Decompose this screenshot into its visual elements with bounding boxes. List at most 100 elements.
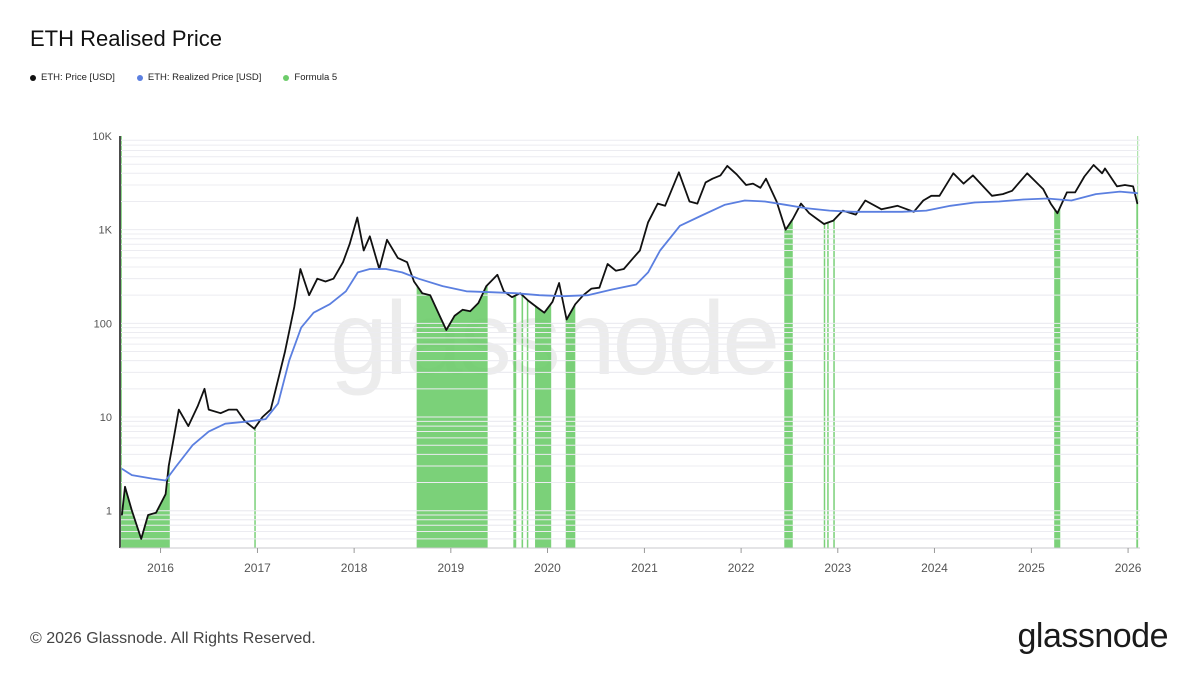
price-point-40 — [429, 294, 431, 296]
realized-price-point-26 — [562, 295, 564, 297]
realized-price-point-4 — [175, 465, 178, 467]
price-point-74 — [711, 178, 714, 180]
legend-label-formula-5: Formula 5 — [294, 72, 338, 83]
formula-5-bar-4 — [521, 136, 524, 548]
realized-price-point-44 — [949, 205, 951, 207]
price-point-73 — [705, 181, 707, 183]
price-point-42 — [445, 329, 447, 331]
legend-label-price: ETH: Price [USD] — [41, 72, 115, 83]
price-point-69 — [664, 205, 666, 207]
price-point-20 — [270, 409, 272, 411]
realized-price-point-21 — [442, 285, 444, 287]
price-point-22 — [284, 350, 286, 353]
realized-price-point-41 — [877, 211, 879, 213]
highlight-mask — [120, 136, 1140, 539]
price-point-2 — [131, 510, 133, 512]
realized-price-point-22 — [465, 290, 468, 292]
price-point-86 — [808, 212, 810, 214]
price-point-78 — [745, 184, 747, 186]
realized-price-point-38 — [804, 207, 807, 209]
realized-price-point-32 — [679, 225, 681, 227]
price-point-56 — [558, 282, 560, 284]
formula-5-bar-13 — [1136, 136, 1139, 548]
price-point-93 — [880, 208, 883, 210]
x-tick-label-6: 2022 — [728, 561, 755, 575]
realized-price-point-12 — [300, 327, 302, 329]
price-point-97 — [930, 195, 932, 197]
price-point-37 — [406, 261, 408, 263]
realized-price-point-6 — [208, 430, 210, 433]
legend-item-realized-price[interactable]: ETH: Realized Price [USD] — [136, 72, 261, 83]
price-point-85 — [800, 202, 802, 205]
price-point-50 — [511, 296, 513, 298]
realized-price-point-48 — [1046, 197, 1048, 200]
price-point-102 — [991, 195, 993, 197]
realized-price-point-3 — [164, 479, 167, 482]
realized-price-point-5 — [191, 444, 194, 446]
price-point-44 — [462, 309, 464, 311]
formula-5-bar-10 — [827, 136, 829, 548]
realized-price-point-14 — [329, 303, 331, 305]
price-point-30 — [349, 243, 351, 245]
price-point-79 — [752, 183, 754, 185]
realized-price-point-8 — [248, 420, 250, 422]
price-point-36 — [397, 257, 399, 259]
formula-5-bar-5 — [526, 136, 529, 548]
realized-price-point-47 — [1022, 198, 1024, 201]
price-point-6 — [164, 493, 167, 495]
formula-5-bar-7 — [565, 136, 576, 548]
x-tick-label-8: 2024 — [921, 561, 948, 575]
x-tick-label-10: 2026 — [1115, 561, 1142, 575]
realized-price-point-34 — [724, 204, 726, 206]
realized-price-point-28 — [611, 288, 613, 291]
price-point-13 — [208, 409, 210, 411]
realized-price-point-16 — [357, 271, 359, 273]
legend-dot-formula-5 — [283, 74, 290, 81]
realized-price-point-36 — [764, 200, 766, 203]
price-point-113 — [1093, 164, 1095, 166]
price-point-99 — [952, 172, 954, 174]
chart-legend: ETH: Price [USD] ETH: Realized Price [US… — [30, 72, 337, 83]
price-point-54 — [543, 312, 545, 314]
realized-price-point-11 — [288, 360, 290, 362]
price-point-45 — [469, 310, 471, 312]
price-point-75 — [719, 174, 722, 176]
price-point-4 — [147, 514, 149, 516]
price-point-64 — [623, 268, 625, 270]
price-point-63 — [615, 270, 617, 272]
realized-price-point-40 — [852, 211, 855, 213]
price-point-25 — [308, 294, 310, 296]
x-tick-label-9: 2025 — [1018, 561, 1045, 575]
formula-5-bars — [120, 136, 1140, 549]
price-point-117 — [1124, 184, 1126, 186]
price-point-57 — [565, 318, 568, 321]
realized-price-point-0 — [121, 468, 123, 470]
price-point-8 — [173, 437, 175, 439]
series-lines — [121, 164, 1139, 540]
x-tick-label-5: 2021 — [631, 561, 658, 575]
legend-item-formula-5[interactable]: Formula 5 — [283, 72, 337, 83]
price-point-26 — [316, 278, 318, 280]
realized-price-point-42 — [901, 211, 903, 213]
y-tick-label-3: 1K — [99, 225, 113, 237]
price-point-12 — [203, 388, 206, 390]
price-point-10 — [187, 425, 189, 427]
price-point-111 — [1074, 191, 1076, 194]
price-point-104 — [1011, 190, 1013, 192]
price-point-103 — [1002, 193, 1004, 195]
price-point-14 — [220, 412, 222, 414]
realized-price-point-13 — [313, 312, 315, 314]
tick-labels: 1 10 100 1K 10K 2016 2017 2018 2019 2020 2021 2022 2… — [92, 131, 1141, 575]
price-point-58 — [574, 303, 576, 305]
price-point-106 — [1034, 180, 1036, 182]
price-point-3 — [140, 538, 142, 540]
realized-price-point-17 — [369, 268, 371, 270]
price-point-96 — [922, 199, 924, 202]
price-point-92 — [864, 199, 866, 202]
legend-item-price[interactable]: ETH: Price [USD] — [30, 72, 115, 83]
glassnode-logo[interactable]: glassnode — [1017, 617, 1168, 655]
price-point-53 — [535, 306, 537, 308]
price-point-16 — [236, 409, 238, 411]
x-tick-label-4: 2020 — [534, 561, 561, 575]
price-point-55 — [551, 301, 554, 303]
